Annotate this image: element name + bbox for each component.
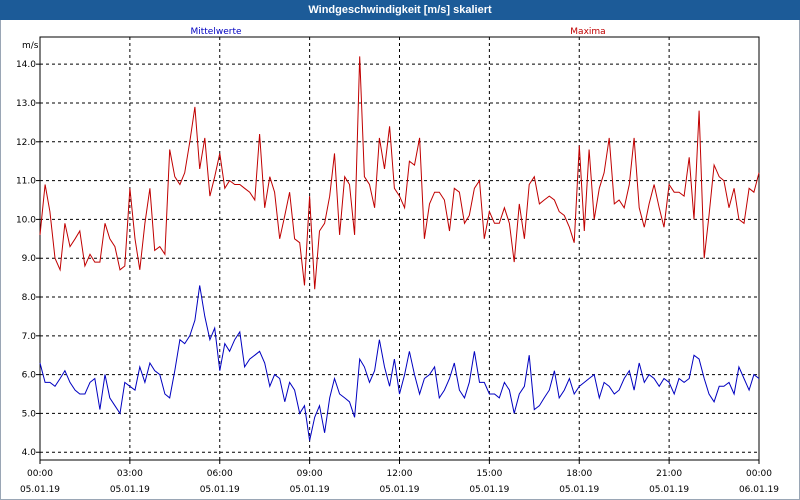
legend-maxima: Maxima [570, 27, 605, 37]
y-tick-label: 7.0 [22, 332, 37, 342]
series-line-mittelwerte [39, 285, 760, 441]
y-tick-label: 13.0 [16, 99, 36, 109]
y-tick-label: 6.0 [22, 371, 37, 381]
x-tick-time-label: 15:00 [476, 469, 502, 479]
x-tick-date-label: 05.01.19 [649, 485, 689, 495]
x-tick-date-label: 05.01.19 [290, 485, 330, 495]
x-axis-ticks: 00:00 05.01.19 03:00 05.01.19 06:00 05.01.19 0… [20, 460, 779, 495]
x-tick-time-label: 00:00 [27, 469, 53, 479]
y-tick-label: 12.0 [16, 138, 36, 148]
x-tick-date-label: 05.01.19 [469, 485, 509, 495]
series-line-maxima [39, 56, 760, 290]
y-tick-label: 11.0 [16, 177, 36, 187]
y-tick-label: 8.0 [22, 293, 37, 303]
legend-mittelwerte: Mittelwerte [190, 27, 241, 37]
x-tick-time-label: 06:00 [207, 469, 233, 479]
x-tick-time-label: 18:00 [566, 469, 592, 479]
series-layer [39, 56, 760, 441]
x-tick-time-label: 00:00 [746, 469, 772, 479]
x-tick-date-label: 05.01.19 [110, 485, 150, 495]
x-tick-date-label: 05.01.19 [379, 485, 419, 495]
x-tick-date-label: 05.01.19 [20, 485, 60, 495]
x-tick-time-label: 21:00 [656, 469, 682, 479]
x-tick-time-label: 03:00 [117, 469, 143, 479]
y-tick-label: 4.0 [22, 448, 37, 458]
y-axis-ticks: 4.0 5.0 6.0 7.0 8.0 9.0 10.0 11.0 12.0 13.0 14.0 [16, 60, 40, 458]
y-tick-label: 14.0 [16, 60, 36, 70]
grid-lines [39, 37, 760, 460]
x-tick-date-label: 06.01.19 [739, 485, 779, 495]
title-bar: Windgeschwindigkeit [m/s] skaliert [0, 0, 800, 20]
y-axis-unit-label: m/s [22, 41, 39, 51]
y-tick-label: 5.0 [22, 409, 37, 419]
x-tick-time-label: 12:00 [387, 469, 413, 479]
x-tick-date-label: 05.01.19 [559, 485, 599, 495]
x-tick-time-label: 09:00 [297, 469, 323, 479]
x-tick-date-label: 05.01.19 [200, 485, 240, 495]
chart-title: Windgeschwindigkeit [m/s] skaliert [308, 4, 492, 16]
y-tick-label: 9.0 [22, 254, 37, 264]
y-tick-label: 10.0 [16, 215, 36, 225]
